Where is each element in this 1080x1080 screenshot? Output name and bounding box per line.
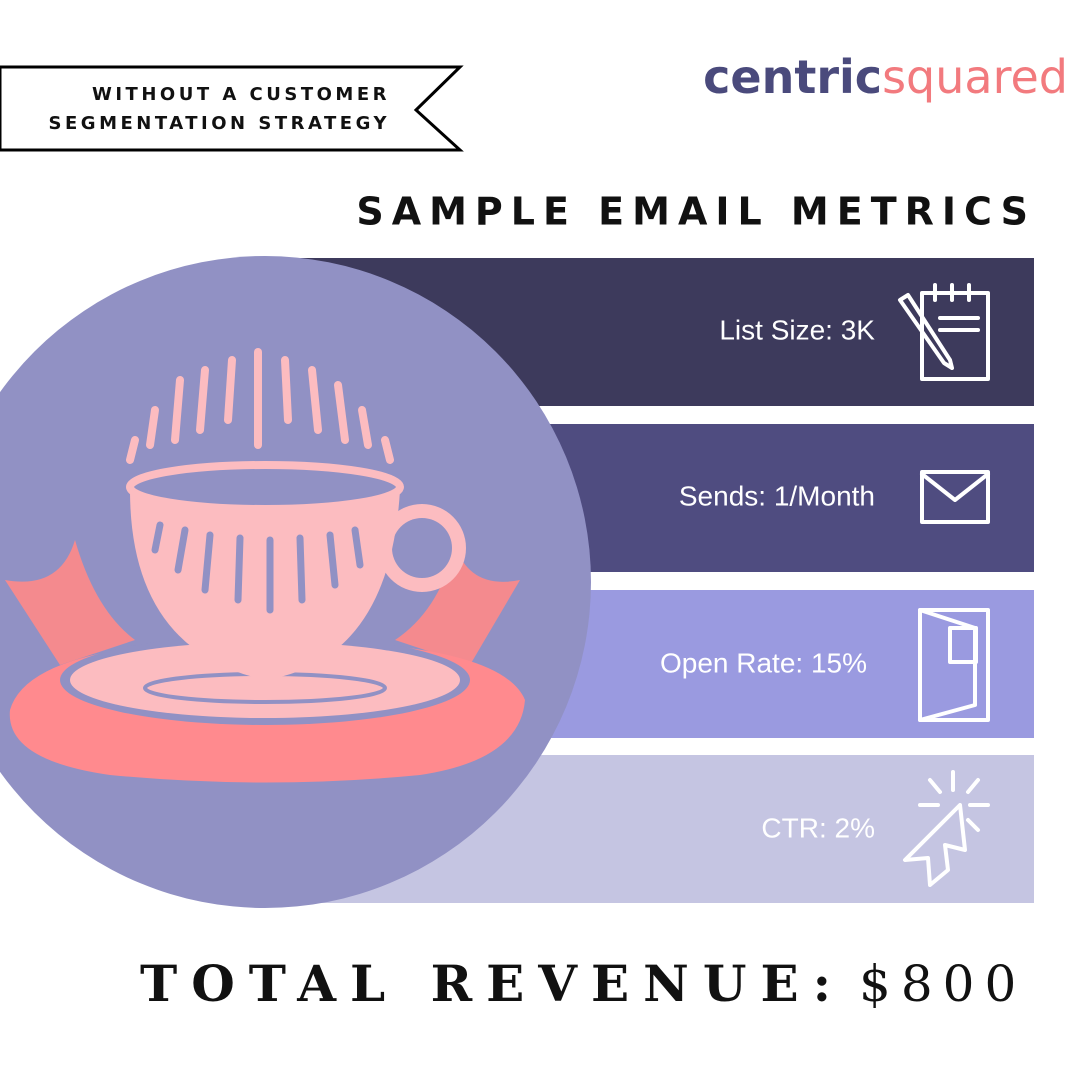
- logo-part: centric: [703, 50, 882, 104]
- metric-label: Sends: 1/Month: [679, 480, 875, 511]
- metric-label: CTR: 2%: [761, 812, 875, 843]
- logo-part: squared: [882, 50, 1068, 104]
- total-label: TOTAL REVENUE:: [140, 954, 845, 1013]
- metric-label: List Size: 3K: [719, 314, 875, 345]
- metric-label: Open Rate: 15%: [660, 647, 867, 678]
- total-value: $800: [859, 955, 1026, 1013]
- cursor-icon: [903, 770, 990, 887]
- title: SAMPLE EMAIL METRICS: [356, 190, 1036, 234]
- logo: centricsquared: [703, 50, 1068, 104]
- total: TOTAL REVENUE: $800: [140, 954, 1026, 1013]
- banner-line: WITHOUT A CUSTOMER: [92, 84, 390, 105]
- banner-line: SEGMENTATION STRATEGY: [49, 113, 390, 134]
- envelope-icon: [920, 470, 990, 524]
- door-icon: [918, 608, 990, 722]
- cup-illustration: [5, 348, 526, 783]
- banner: [0, 65, 464, 152]
- notepad-icon: [898, 283, 990, 381]
